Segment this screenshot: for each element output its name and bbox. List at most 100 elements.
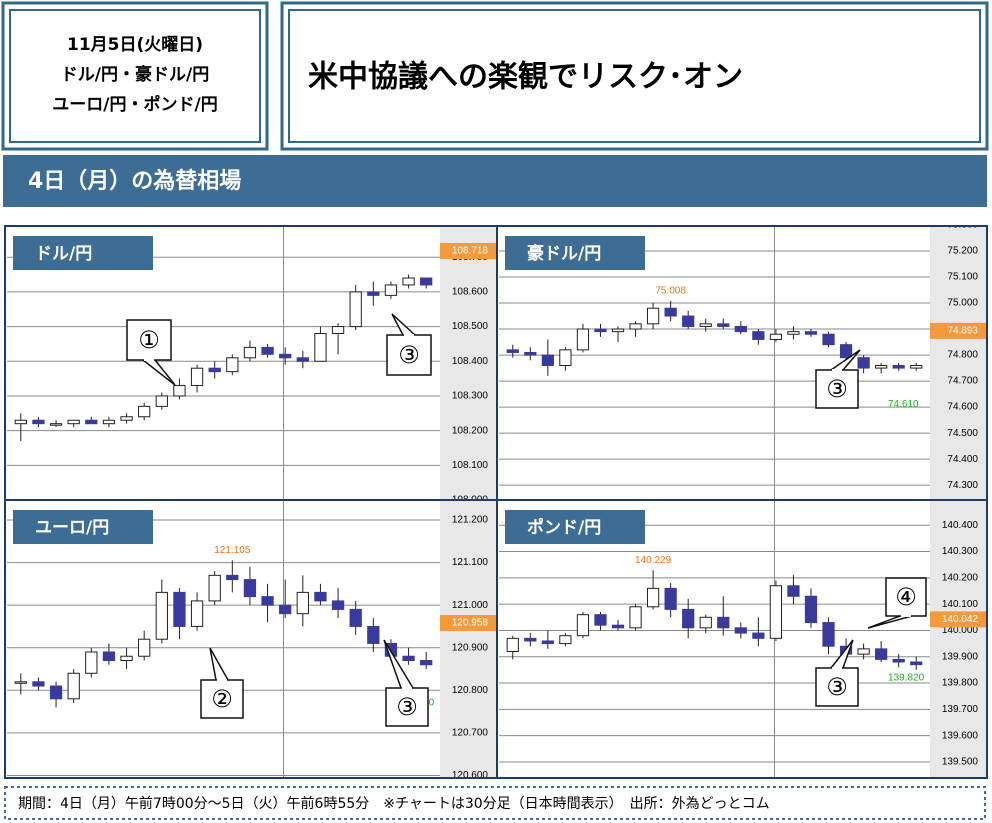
low-label: 139.820 — [888, 672, 925, 683]
y-tick-label: 140.300 — [942, 546, 979, 557]
candle-body — [420, 277, 433, 286]
y-tick-label: 140.000 — [942, 625, 979, 636]
y-tick-label: 74.400 — [947, 454, 978, 465]
candle-body — [857, 357, 870, 369]
candle-body — [787, 331, 800, 335]
y-tick-label: 139.600 — [942, 730, 979, 741]
candle-body — [32, 681, 45, 687]
annotation: ③ — [398, 341, 420, 369]
y-tick-label: 74.600 — [947, 402, 978, 413]
section-title: 4日（月）の為替相場 — [28, 168, 241, 194]
y-tick-label: 75.100 — [947, 272, 978, 283]
candle-body — [541, 354, 554, 366]
candle-body — [611, 328, 625, 333]
callout-pointer — [391, 313, 416, 336]
candle-body — [769, 585, 783, 639]
candle-body — [331, 326, 345, 335]
date-box-inner — [9, 9, 261, 143]
pair-label: ユーロ/円 — [35, 518, 109, 538]
annotation: ② — [211, 685, 233, 713]
y-tick-label: 139.700 — [942, 704, 979, 715]
y-tick-label: 140.400 — [942, 520, 979, 531]
candle-body — [910, 364, 923, 369]
callout-cover — [402, 687, 412, 689]
candle-body — [402, 655, 415, 661]
candle-body — [155, 591, 168, 640]
last-price-label: 120.958 — [452, 618, 489, 629]
candle-body — [226, 357, 239, 373]
candle-body — [682, 315, 695, 327]
candle-body — [14, 681, 27, 684]
last-price-marker — [930, 611, 987, 628]
candle-body — [243, 346, 257, 359]
candle-body — [349, 608, 362, 627]
candle-body — [120, 655, 133, 661]
candle-body — [173, 385, 186, 397]
candle-body — [261, 346, 274, 355]
candle-body — [822, 333, 835, 346]
candle-body — [420, 659, 433, 666]
footer-box — [4, 786, 986, 820]
candle-body — [717, 323, 730, 327]
candle-body — [190, 367, 204, 387]
callout-cover — [901, 615, 911, 617]
candle-body — [49, 685, 63, 700]
candle-body — [664, 587, 677, 610]
axis-strip — [440, 226, 497, 500]
section-bar — [3, 155, 987, 207]
candle-body — [138, 405, 151, 418]
chart-panel: 74.30074.40074.50074.60074.70074.80074.9… — [497, 220, 987, 500]
last-price-label: 108.718 — [452, 246, 489, 257]
candle-body — [576, 328, 590, 351]
y-tick-label: 121.100 — [452, 557, 489, 568]
y-tick-label: 75.300 — [947, 220, 978, 231]
high-label: 75.008 — [655, 286, 686, 297]
y-tick-label: 140.200 — [942, 572, 979, 583]
candle-body — [85, 419, 98, 425]
chart-panel: 139.500 139.600 139.700 139.800 139.900 140.0… — [497, 500, 987, 778]
candle-body — [822, 622, 835, 647]
y-tick-label: 140.100 — [942, 599, 979, 610]
callout-pointer — [830, 349, 861, 371]
axis-strip — [930, 500, 987, 778]
high-label: 140.229 — [635, 555, 672, 566]
candle-body — [402, 277, 415, 286]
callout-cover — [144, 359, 154, 361]
y-tick-label: 108.500 — [452, 321, 489, 332]
candle-body — [734, 627, 747, 634]
y-tick-label: 120.600 — [452, 770, 489, 781]
candle-body — [279, 604, 292, 615]
candle-body — [594, 614, 607, 626]
footer: 期間：4日（月）午前7時00分～5日（火）午前6時55分 ※チャートは30分足（… — [18, 795, 770, 812]
candle-body — [804, 331, 818, 335]
y-tick-label: 120.700 — [452, 728, 489, 739]
candle-body — [173, 591, 186, 627]
candle-body — [892, 364, 905, 369]
callout-box — [815, 667, 859, 707]
candle-body — [541, 640, 554, 645]
candle-body — [506, 349, 519, 353]
y-tick-label: 139.800 — [942, 678, 979, 689]
candle-body — [32, 419, 45, 425]
y-tick-label: 75.200 — [947, 246, 978, 257]
headline-box — [280, 1, 989, 151]
pair-label-box — [505, 236, 645, 270]
annotation: ③ — [826, 673, 848, 701]
y-tick-label: 74.800 — [947, 350, 978, 361]
candle-body — [699, 616, 712, 629]
candle-body — [787, 585, 800, 597]
y-tick-label: 108.300 — [452, 391, 489, 402]
candle-body — [208, 367, 221, 373]
candle-body — [367, 625, 380, 644]
pair-label: 豪ドル/円 — [527, 243, 601, 264]
candle-body — [384, 284, 398, 296]
candle-body — [734, 325, 747, 333]
date: 11月5日(火曜日) — [67, 35, 203, 55]
candle-body — [629, 323, 642, 330]
candle-body — [102, 419, 116, 425]
candle-body — [875, 364, 888, 369]
last-price-label: 140.042 — [942, 614, 979, 625]
y-tick-label: 121.000 — [452, 600, 489, 611]
candle-body — [699, 323, 712, 327]
